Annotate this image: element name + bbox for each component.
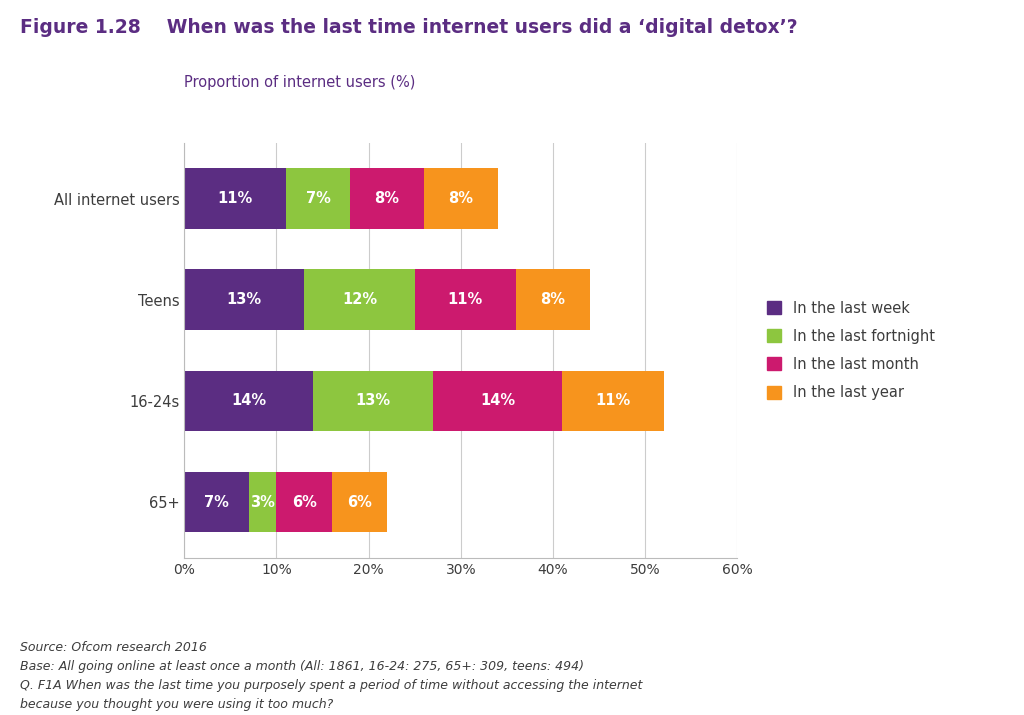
Text: 8%: 8% xyxy=(375,191,399,206)
Text: Figure 1.28    When was the last time internet users did a ‘digital detox’?: Figure 1.28 When was the last time inter… xyxy=(20,18,798,37)
Bar xyxy=(313,370,433,431)
Text: 12%: 12% xyxy=(342,292,377,307)
Bar xyxy=(184,168,286,229)
Bar xyxy=(304,270,415,330)
Bar xyxy=(562,370,664,431)
Text: 3%: 3% xyxy=(250,495,275,510)
Bar xyxy=(286,168,350,229)
Text: 14%: 14% xyxy=(480,393,515,408)
Bar xyxy=(184,370,313,431)
Bar xyxy=(350,168,424,229)
Bar xyxy=(415,270,516,330)
Text: Source: Ofcom research 2016
Base: All going online at least once a month (All: 1: Source: Ofcom research 2016 Base: All go… xyxy=(20,641,643,711)
Text: 11%: 11% xyxy=(217,191,253,206)
Text: 8%: 8% xyxy=(541,292,565,307)
Text: 6%: 6% xyxy=(292,495,316,510)
Bar xyxy=(516,270,590,330)
Text: 7%: 7% xyxy=(204,495,229,510)
Text: 14%: 14% xyxy=(231,393,266,408)
Text: 7%: 7% xyxy=(305,191,331,206)
Text: 13%: 13% xyxy=(226,292,262,307)
Text: 11%: 11% xyxy=(595,393,631,408)
Text: 8%: 8% xyxy=(449,191,473,206)
Bar xyxy=(249,472,276,533)
Text: 13%: 13% xyxy=(355,393,391,408)
Bar xyxy=(184,472,249,533)
Legend: In the last week, In the last fortnight, In the last month, In the last year: In the last week, In the last fortnight,… xyxy=(767,301,935,400)
Text: Proportion of internet users (%): Proportion of internet users (%) xyxy=(184,75,416,90)
Text: 6%: 6% xyxy=(347,495,372,510)
Bar xyxy=(276,472,332,533)
Bar xyxy=(424,168,498,229)
Bar xyxy=(184,270,304,330)
Bar xyxy=(433,370,562,431)
Text: 11%: 11% xyxy=(447,292,483,307)
Bar xyxy=(332,472,387,533)
